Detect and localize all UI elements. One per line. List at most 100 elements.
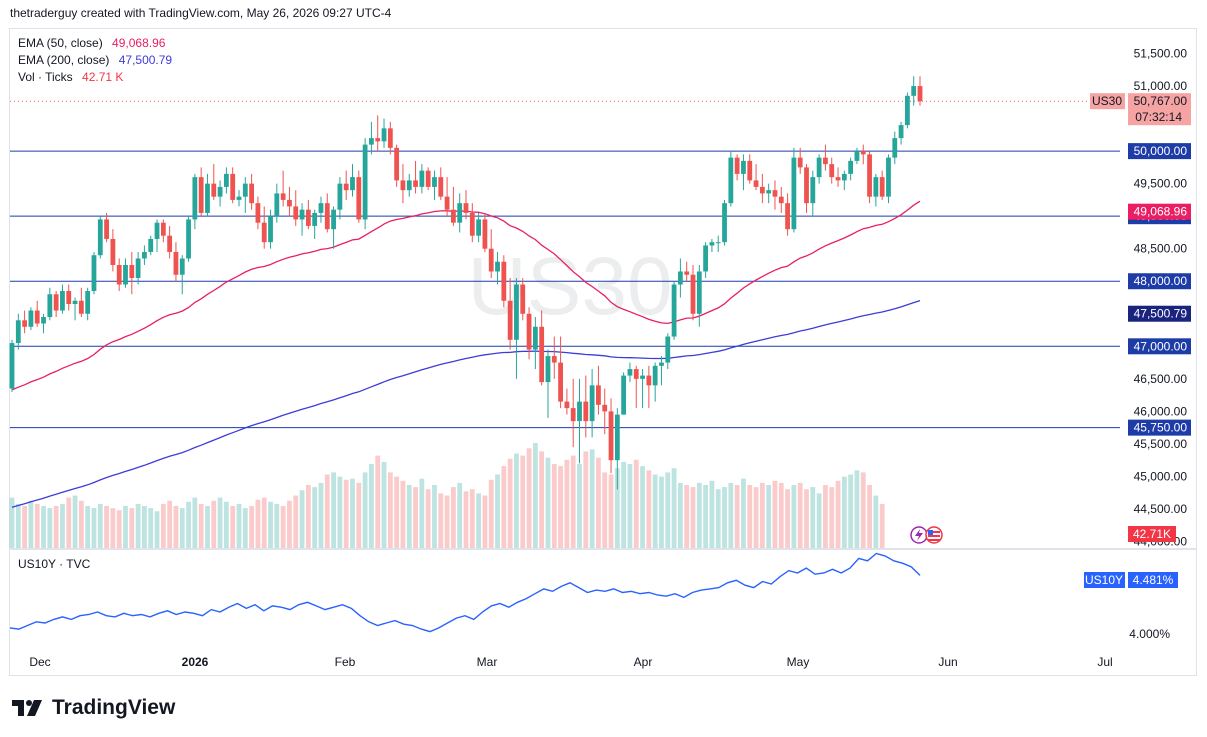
- candle-body: [167, 235, 173, 252]
- candle-body: [507, 300, 513, 340]
- candle-body: [659, 362, 664, 366]
- candle-body: [785, 203, 790, 230]
- time-axis: Dec 2026 Feb Mar Apr May Jun Jul: [29, 655, 1112, 669]
- volume-bar: [526, 448, 532, 548]
- volume-bar: [848, 474, 854, 548]
- volume-bar: [9, 497, 15, 548]
- candle-body: [205, 183, 210, 213]
- candle-body: [778, 196, 784, 204]
- candle-body: [886, 157, 891, 197]
- candle-body: [179, 258, 185, 275]
- volume-bar: [797, 482, 803, 548]
- volume-bar: [28, 500, 34, 548]
- candle-body: [450, 209, 456, 223]
- volume-bar: [104, 506, 109, 548]
- subpane-legend[interactable]: US10Y · TVC: [18, 556, 90, 573]
- candle-body: [520, 284, 526, 314]
- legend-ema50[interactable]: EMA (50, close) 49,068.96: [18, 35, 172, 52]
- candle-body: [236, 196, 242, 200]
- volume-bar: [476, 493, 482, 548]
- us-flag-stripe: [928, 535, 940, 537]
- volume-bar: [873, 495, 879, 548]
- volume-bar: [791, 485, 797, 548]
- candle-body: [324, 203, 330, 230]
- volume-bar: [350, 478, 355, 548]
- us10y-symbol-tag: [1084, 572, 1125, 588]
- volume-bar: [734, 485, 740, 548]
- volume-bar: [633, 459, 639, 548]
- volume-bar: [41, 506, 46, 548]
- time-tick-label: Feb: [335, 655, 356, 669]
- volume-bar: [810, 487, 816, 548]
- candle-body: [690, 274, 696, 314]
- candle-body: [160, 222, 166, 236]
- volume-bar: [715, 489, 721, 548]
- us10y-level-label: 4.000%: [1129, 627, 1170, 641]
- candle-body: [110, 238, 116, 265]
- candle-body: [860, 151, 866, 155]
- candle-body: [684, 271, 690, 275]
- volume-bar: [596, 457, 601, 548]
- volume-bar: [867, 485, 872, 548]
- volume-bars: [9, 443, 885, 548]
- volume-bar: [514, 453, 519, 548]
- volume-bar: [823, 485, 828, 548]
- legend-volume-value: 42.71 K: [82, 70, 124, 84]
- volume-bar: [425, 489, 431, 548]
- volume-bar: [413, 487, 418, 548]
- volume-bar: [608, 474, 614, 548]
- price-tags: 50,000.0049,000.0048,000.0047,000.0045,7…: [910, 93, 1191, 544]
- last-price-label: 50,767.00: [1134, 94, 1188, 108]
- candle-body: [608, 411, 614, 461]
- volume-bar: [684, 485, 690, 548]
- volume-bar: [482, 495, 488, 548]
- candle-body: [911, 86, 917, 96]
- candle-body: [66, 291, 72, 305]
- candle-body: [255, 203, 261, 223]
- candle-body: [476, 219, 482, 236]
- candle-body: [22, 320, 28, 327]
- candle-body: [677, 271, 683, 285]
- volume-bar: [312, 487, 318, 548]
- tradingview-logo-icon: [12, 700, 42, 716]
- candle-body: [753, 180, 759, 187]
- legend-ema200-label: EMA (200, close): [18, 53, 110, 67]
- us-flag-stripe: [928, 531, 940, 533]
- volume-bar: [709, 480, 715, 548]
- candle-body: [589, 385, 595, 422]
- volume-bar: [223, 501, 229, 548]
- volume-bar: [293, 495, 299, 548]
- candle-body: [722, 203, 727, 243]
- candle-body: [305, 209, 311, 226]
- candle-body: [400, 180, 406, 191]
- candle-body: [772, 190, 778, 197]
- volume-bar: [381, 461, 387, 548]
- candle-body: [747, 160, 753, 181]
- volume-bar: [343, 479, 349, 548]
- candle-body: [72, 300, 78, 305]
- volume-bar: [91, 508, 97, 548]
- legend-volume-label: Vol · Ticks: [18, 70, 73, 84]
- volume-bar: [299, 490, 305, 548]
- volume-bar: [602, 472, 608, 548]
- candle-body: [514, 284, 519, 340]
- indicator-legend: EMA (50, close) 49,068.96 EMA (200, clos…: [18, 35, 172, 86]
- time-tick-label: May: [787, 655, 810, 669]
- price-tick-label: 51,000.00: [1134, 79, 1188, 93]
- volume-bar: [116, 510, 122, 548]
- volume-bar: [539, 451, 545, 548]
- candle-body: [249, 183, 255, 204]
- footer-brand[interactable]: TradingView: [12, 696, 175, 720]
- legend-ema200[interactable]: EMA (200, close) 47,500.79: [18, 52, 172, 69]
- price-tick-label: 46,000.00: [1134, 404, 1188, 418]
- ema50-tag: [1128, 203, 1191, 220]
- volume-bar: [804, 489, 809, 548]
- legend-volume[interactable]: Vol · Ticks 42.71 K: [18, 69, 172, 86]
- candle-body: [646, 375, 652, 386]
- candle-body: [570, 408, 576, 422]
- candle-body: [230, 173, 236, 200]
- candle-body: [495, 261, 500, 272]
- candle-body: [816, 157, 822, 178]
- candle-body: [728, 157, 734, 204]
